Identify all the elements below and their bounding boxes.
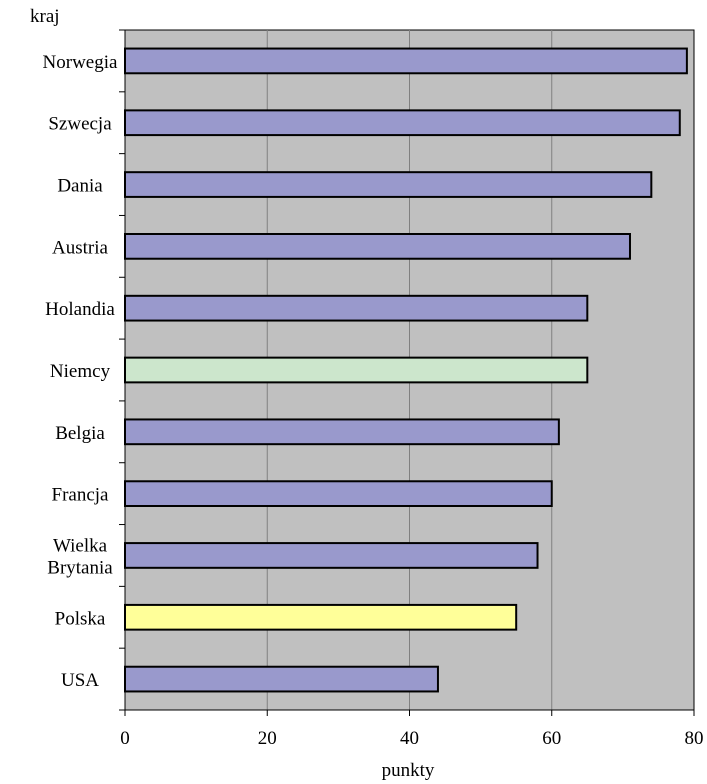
bar (124, 542, 539, 569)
bar (124, 356, 589, 384)
bar (124, 603, 518, 631)
bar (124, 418, 560, 446)
bars (124, 47, 688, 693)
bar (124, 109, 681, 137)
bar (124, 47, 688, 75)
x-tick-label: 80 (685, 728, 704, 749)
y-tick-label: Szwecja (48, 114, 112, 135)
x-axis-ticks (124, 710, 695, 716)
bar (124, 480, 553, 508)
y-axis-ticks (119, 29, 125, 711)
y-tick-label: Norwegia (43, 52, 118, 73)
x-axis-title: punkty (382, 760, 435, 781)
y-tick-label: Wielka (53, 535, 108, 556)
y-tick-label: Polska (55, 608, 106, 629)
bar (124, 665, 439, 693)
x-tick-label: 20 (258, 728, 277, 749)
x-tick-label: 60 (542, 728, 561, 749)
y-tick-label: USA (61, 670, 99, 691)
bar (124, 171, 653, 198)
x-tick-label: 40 (400, 728, 419, 749)
y-tick-label: Belgia (55, 423, 105, 444)
x-tick-label: 0 (120, 728, 130, 749)
y-axis-title: kraj (30, 6, 60, 27)
y-tick-label: Niemcy (50, 361, 111, 382)
y-tick-label: Brytania (47, 557, 113, 578)
x-axis-labels: 0 20 40 60 80 (120, 728, 703, 749)
bar (124, 233, 631, 260)
y-tick-label: Francja (52, 485, 110, 506)
y-tick-label: Dania (57, 176, 103, 197)
y-tick-label: Austria (52, 237, 109, 258)
bar (124, 294, 589, 322)
y-axis-labels: Norwegia Szwecja Dania Austria Holandia Niemc… (43, 52, 118, 691)
y-tick-label: Holandia (45, 299, 115, 320)
